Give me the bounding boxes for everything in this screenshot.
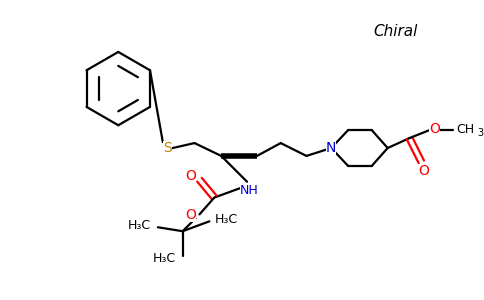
Text: S: S [164,141,172,155]
Text: Chiral: Chiral [374,24,418,39]
Text: NH: NH [240,184,258,197]
Text: O: O [185,208,196,222]
Text: 3: 3 [477,128,483,138]
Text: H₃C: H₃C [215,213,238,226]
Text: H₃C: H₃C [152,253,175,266]
Text: O: O [418,164,429,178]
Text: O: O [185,169,196,183]
Text: N: N [326,141,336,155]
Text: O: O [429,122,439,136]
Text: H₃C: H₃C [127,219,151,232]
Text: CH: CH [456,123,474,136]
